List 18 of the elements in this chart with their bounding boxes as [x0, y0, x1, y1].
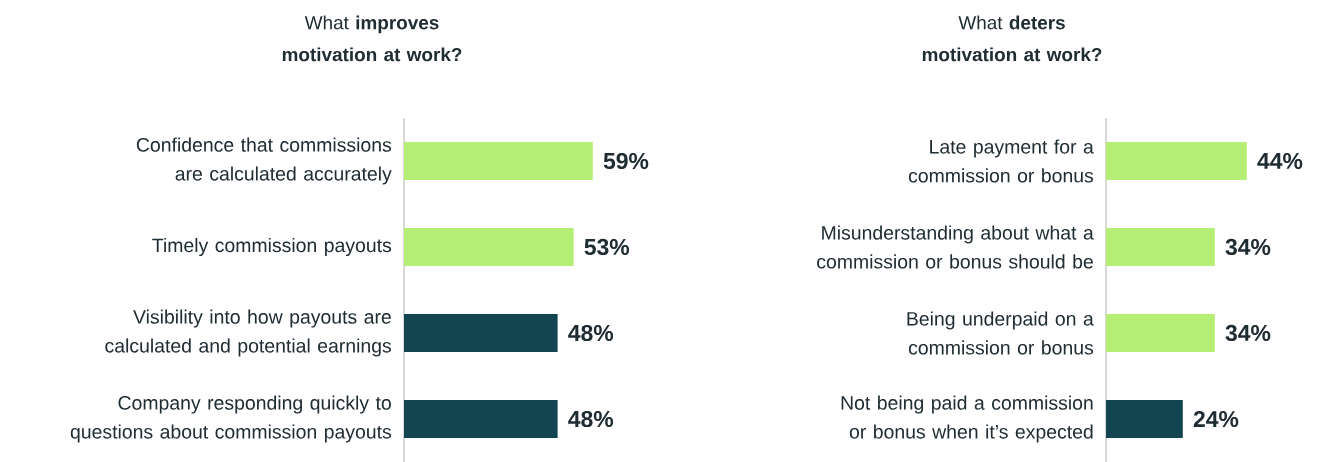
data-label: 59%	[603, 152, 649, 170]
y-tick-label: Misunderstanding about what a commission or bonus should be	[817, 225, 1094, 269]
y-tick-label: Visibility into how payouts are calculated and potential earnings	[105, 309, 392, 357]
y-tick-label: Not being paid a commission or bonus when it’s expected	[841, 395, 1093, 443]
data-label: 48%	[568, 324, 614, 342]
chart-title: What deters motivation at work?	[922, 15, 1102, 62]
y-tick-label: Timely commission payouts	[152, 237, 392, 257]
data-label: 24%	[1193, 410, 1239, 428]
data-label: 44%	[1257, 152, 1303, 170]
y-tick-label: Company responding quickly to questions about commission payouts	[70, 395, 392, 443]
data-label: 48%	[568, 410, 614, 428]
data-label: 34%	[1225, 238, 1271, 256]
chart-title: What improves motivation at work?	[282, 15, 462, 62]
data-label: 53%	[584, 238, 630, 256]
y-tick-label: Late payment for a commission or bonus	[908, 139, 1094, 183]
y-tick-label: Being underpaid on a commission or bonus	[907, 311, 1094, 355]
data-label: 34%	[1225, 324, 1271, 342]
y-tick-label: Confidence that commissions are calculated accurately	[136, 137, 392, 185]
